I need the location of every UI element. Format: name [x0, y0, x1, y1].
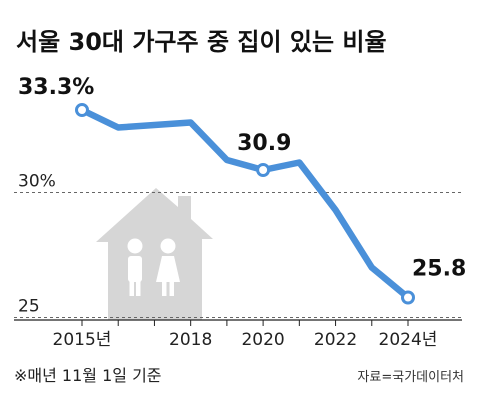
y-tick-label: 30%: [18, 172, 56, 192]
people-icon: [127, 238, 180, 296]
data-point: [256, 163, 271, 177]
x-tick-label: 2018: [169, 330, 212, 350]
house-shape: [96, 188, 213, 320]
y-tick-label: 25: [18, 297, 40, 317]
gridlines: [14, 192, 462, 318]
series-polyline: [78, 106, 412, 301]
x-axis-ticks: 2015년 2018 2020 2022 2024년: [53, 320, 438, 350]
x-tick-label: 2022: [314, 330, 357, 350]
source-credit: 자료=국가데이터처: [357, 370, 464, 385]
data-label: 33.3%: [18, 75, 94, 100]
data-label: 25.8: [412, 257, 466, 282]
data-points: [75, 103, 415, 305]
series-line: [78, 106, 412, 301]
data-point: [75, 103, 89, 117]
chart-title: 서울 30대 가구주 중 집이 있는 비율: [16, 28, 387, 56]
data-labels: 33.3% 30.9 25.8: [18, 75, 466, 282]
x-tick-label: 2020: [241, 330, 284, 350]
data-point: [401, 290, 415, 305]
x-tick-label: 2024년: [379, 330, 438, 350]
data-label: 30.9: [237, 131, 291, 156]
x-tick-label: 2015년: [53, 330, 112, 350]
footnote: ※매년 11월 1일 기준: [14, 366, 162, 385]
house-icon: [96, 188, 213, 320]
y-axis-ticks: 30% 25: [18, 172, 56, 317]
